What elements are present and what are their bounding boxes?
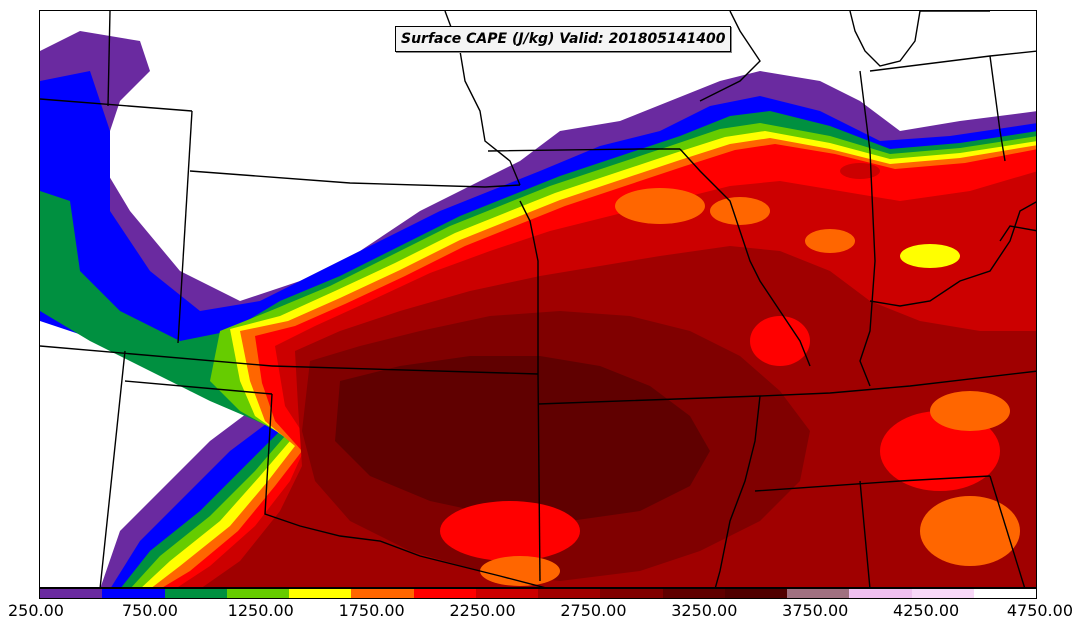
colorbar-swatch	[538, 589, 601, 598]
colorbar-swatch	[787, 589, 850, 598]
colorbar	[39, 588, 1037, 599]
colorbar-tick-label: 2250.00	[449, 601, 516, 620]
colorbar-swatch	[351, 589, 414, 598]
colorbar-tick-label: 3750.00	[782, 601, 849, 620]
colorbar-swatch	[289, 589, 352, 598]
colorbar-swatch	[849, 589, 912, 598]
colorbar-swatch	[973, 589, 1036, 598]
colorbar-swatch	[102, 589, 165, 598]
colorbar-tick-label: 4750.00	[1006, 601, 1073, 620]
cape-band-deepest	[335, 356, 710, 521]
map-title: Surface CAPE (J/kg) Valid: 201805141400	[395, 26, 732, 52]
colorbar-tick-label: 1250.00	[227, 601, 294, 620]
colorbar-swatch	[164, 589, 227, 598]
colorbar-swatch	[413, 589, 476, 598]
cape-patches	[440, 163, 1020, 586]
colorbar-labels: 250.00 750.00 1250.00 1750.00 2250.00 2750.00…	[0, 601, 1081, 623]
colorbar-swatch	[662, 589, 725, 598]
colorbar-swatch	[226, 589, 289, 598]
colorbar-tick-label: 1750.00	[338, 601, 405, 620]
colorbar-tick-label: 2750.00	[560, 601, 627, 620]
colorbar-tick-label: 3250.00	[671, 601, 738, 620]
colorbar-tick-label: 750.00	[121, 601, 178, 620]
colorbar-swatch	[600, 589, 663, 598]
colorbar-tick-label: 4250.00	[893, 601, 960, 620]
map-frame: Surface CAPE (J/kg) Valid: 201805141400	[39, 10, 1037, 588]
colorbar-swatch	[724, 589, 787, 598]
cape-map	[40, 11, 1036, 587]
colorbar-tick-label: 250.00	[8, 601, 64, 620]
state-boundaries	[40, 11, 1036, 587]
colorbar-swatch	[475, 589, 538, 598]
colorbar-swatch	[911, 589, 974, 598]
colorbar-swatch	[40, 589, 103, 598]
